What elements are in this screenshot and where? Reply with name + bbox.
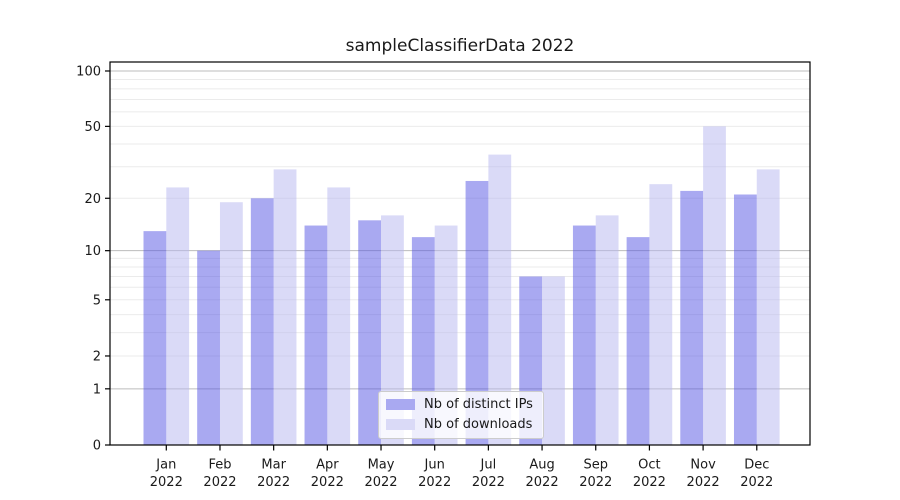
x-tick-label-year: 2022 (579, 475, 612, 490)
bar-downloads (595, 215, 619, 445)
x-tick-label-month: Nov (690, 458, 716, 473)
bar-distinct-ips (250, 198, 274, 445)
y-tick-label: 50 (84, 120, 101, 135)
x-tick-label-year: 2022 (257, 475, 290, 490)
x-tick-label-month: Apr (316, 458, 339, 473)
x-tick-label-month: Oct (638, 458, 660, 473)
x-tick-label-year: 2022 (311, 475, 344, 490)
x-tick-label-month: Jun (424, 458, 445, 473)
x-tick-label-year: 2022 (740, 475, 773, 490)
y-tick-label: 10 (84, 244, 101, 259)
legend-swatch-icon (386, 419, 415, 430)
legend: Nb of distinct IPs Nb of downloads (378, 391, 544, 439)
x-tick-label-year: 2022 (418, 475, 451, 490)
bar-downloads (273, 169, 297, 445)
bar-downloads (381, 215, 404, 445)
y-tick-label: 2 (93, 349, 101, 364)
bar-distinct-ips (465, 180, 489, 445)
bar-downloads (542, 276, 565, 445)
x-tick-label-year: 2022 (364, 475, 397, 490)
legend-label: Nb of distinct IPs (424, 397, 533, 412)
bar-downloads (703, 126, 726, 446)
legend-swatch-icon (386, 399, 415, 410)
bar-distinct-ips (304, 225, 328, 445)
y-tick-label: 5 (93, 293, 101, 308)
bar-downloads (219, 202, 243, 445)
bar-distinct-ips (572, 225, 596, 445)
x-tick-label-month: Feb (208, 458, 231, 473)
plot-border (109, 61, 811, 446)
x-tick-label-month: Jan (155, 458, 176, 473)
legend-label: Nb of downloads (424, 417, 533, 432)
x-tick-label-month: Aug (529, 458, 554, 473)
y-tick-label: 1 (93, 382, 101, 397)
x-tick-label-year: 2022 (472, 475, 505, 490)
legend-item-distinct-ips: Nb of distinct IPs (386, 397, 533, 412)
bar-downloads (166, 187, 190, 445)
chart-title: sampleClassifierData 2022 (345, 36, 575, 56)
x-tick-label-month: Mar (261, 458, 286, 473)
bar-downloads (488, 154, 512, 446)
bar-distinct-ips (680, 190, 704, 445)
x-tick-label-year: 2022 (526, 475, 559, 490)
x-tick-label-month: May (368, 458, 395, 473)
x-tick-label-year: 2022 (150, 475, 183, 490)
x-tick-label-month: Jul (480, 458, 497, 473)
y-tick-label: 0 (93, 439, 101, 454)
bar-distinct-ips (197, 250, 220, 445)
x-tick-label-year: 2022 (687, 475, 720, 490)
legend-item-downloads: Nb of downloads (386, 417, 533, 432)
x-tick-label-month: Sep (583, 458, 608, 473)
x-tick-label-month: Dec (744, 458, 769, 473)
bar-distinct-ips (733, 194, 757, 445)
bar-downloads (756, 169, 780, 445)
bar-downloads (327, 187, 351, 445)
bar-downloads (649, 184, 673, 445)
bar-distinct-ips (143, 231, 167, 445)
x-tick-label-year: 2022 (633, 475, 666, 490)
y-tick-label: 20 (84, 192, 101, 207)
y-tick-label: 100 (76, 64, 101, 79)
x-tick-label-year: 2022 (203, 475, 236, 490)
bar-distinct-ips (626, 237, 650, 445)
bar-downloads (434, 225, 458, 445)
bar-distinct-ips (358, 220, 382, 445)
